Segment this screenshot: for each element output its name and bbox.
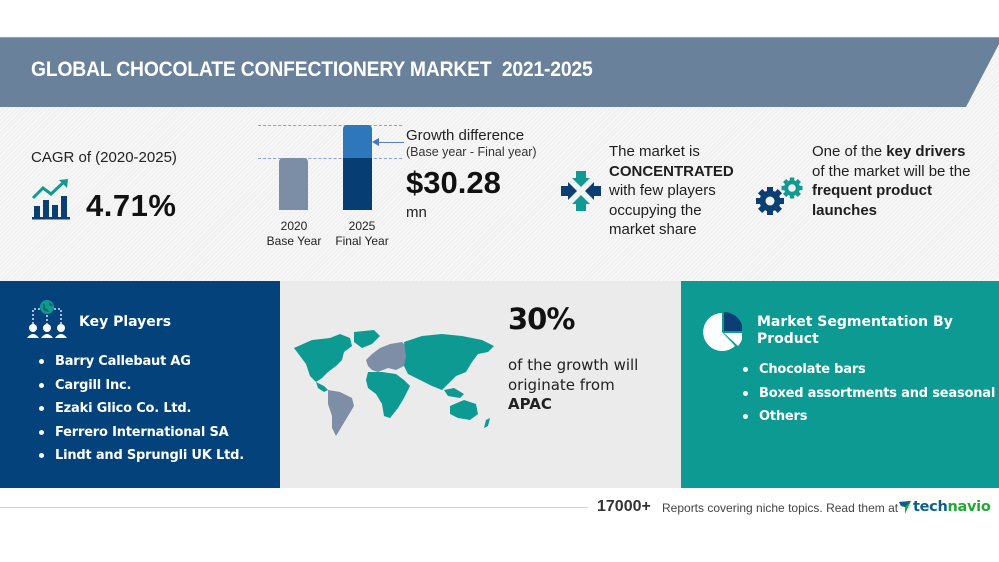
technavio-logo-mark-icon — [899, 500, 911, 514]
pie-chart-icon — [703, 312, 742, 351]
list-item: Cargill Inc. — [39, 374, 244, 398]
concentration-line-4: occupying the — [609, 201, 702, 219]
footer-divider — [0, 507, 588, 508]
bar-2020 — [279, 158, 308, 210]
drivers-line-2: of the market will be the — [812, 162, 971, 180]
growth-bar-chart-icon — [31, 179, 70, 220]
growth-subtitle: (Base year - Final year) — [406, 145, 537, 159]
bar-caption-2020: Base Year — [266, 234, 322, 248]
footer-text: Reports covering niche topics. Read them… — [662, 501, 899, 515]
segmentation-list: Chocolate bars Boxed assortments and sea… — [743, 358, 999, 429]
region-line-1: of the growth will — [508, 356, 639, 374]
bar-2025-base — [343, 158, 372, 210]
bar-label-2020: 2020 Base Year — [262, 219, 326, 249]
guide-line-top — [258, 125, 402, 126]
cagr-value: 4.71% — [86, 188, 177, 223]
bar-label-2025: 2025 Final Year — [326, 219, 398, 249]
key-players-list: Barry Callebaut AG Cargill Inc. Ezaki Gl… — [39, 350, 244, 468]
footer-report-count: 17000+ — [597, 498, 651, 515]
region-line-2: originate from — [508, 375, 615, 394]
drivers-highlight-1: key drivers — [886, 143, 966, 160]
key-players-network-icon — [27, 300, 67, 338]
concentration-line-1: The market is — [609, 143, 700, 160]
region-name: APAC — [508, 395, 552, 413]
arrow-line — [378, 142, 404, 143]
concentration-line-5: market share — [609, 221, 697, 238]
top-margin — [0, 0, 999, 37]
bar-year-2020: 2020 — [280, 219, 308, 233]
growth-unit: mn — [406, 204, 427, 221]
bar-year-2025: 2025 — [348, 219, 376, 233]
list-item: Barry Callebaut AG — [39, 350, 244, 374]
technavio-logo[interactable]: technavio — [899, 497, 991, 517]
converging-arrows-icon — [561, 171, 601, 211]
gears-icon — [756, 177, 803, 215]
bar-caption-2025: Final Year — [335, 234, 389, 248]
segmentation-title: Market Segmentation By Product — [757, 314, 953, 347]
page-title: GLOBAL CHOCOLATE CONFECTIONERY MARKET 20… — [31, 58, 593, 81]
list-item: Boxed assortments and seasonal v... — [743, 382, 999, 406]
list-item: Chocolate bars — [743, 358, 999, 382]
drivers-text: One of the key drivers of the market wil… — [812, 142, 970, 220]
header-banner — [0, 37, 999, 107]
arrow-left-icon — [372, 138, 379, 146]
list-item: Lindt and Sprungli UK Ltd. — [39, 444, 244, 468]
cagr-label: CAGR of (2020-2025) — [31, 149, 177, 166]
list-item: Others — [743, 405, 999, 429]
concentration-text: The market is CONCENTRATED with few play… — [609, 142, 734, 240]
growth-title: Growth difference — [406, 127, 525, 144]
guide-line-base — [258, 158, 402, 159]
logo-text-navio: navio — [947, 499, 991, 515]
bar-2025-growth — [343, 125, 372, 159]
list-item: Ezaki Glico Co. Ltd. — [39, 397, 244, 421]
concentration-line-3: with few players — [609, 182, 716, 199]
logo-text-tech: tech — [913, 499, 948, 515]
region-text: of the growth will originate from APAC — [508, 356, 638, 415]
world-map-icon — [294, 330, 494, 436]
drivers-highlight-2: frequent product — [812, 182, 932, 199]
region-percent: 30% — [508, 302, 575, 336]
region-panel — [280, 281, 681, 488]
concentration-highlight: CONCENTRATED — [609, 162, 734, 180]
drivers-prefix: One of the — [812, 143, 887, 160]
list-item: Ferrero International SA — [39, 421, 244, 445]
growth-value: $30.28 — [406, 165, 501, 200]
key-players-title: Key Players — [79, 314, 172, 330]
drivers-highlight-3: launches — [812, 201, 878, 219]
